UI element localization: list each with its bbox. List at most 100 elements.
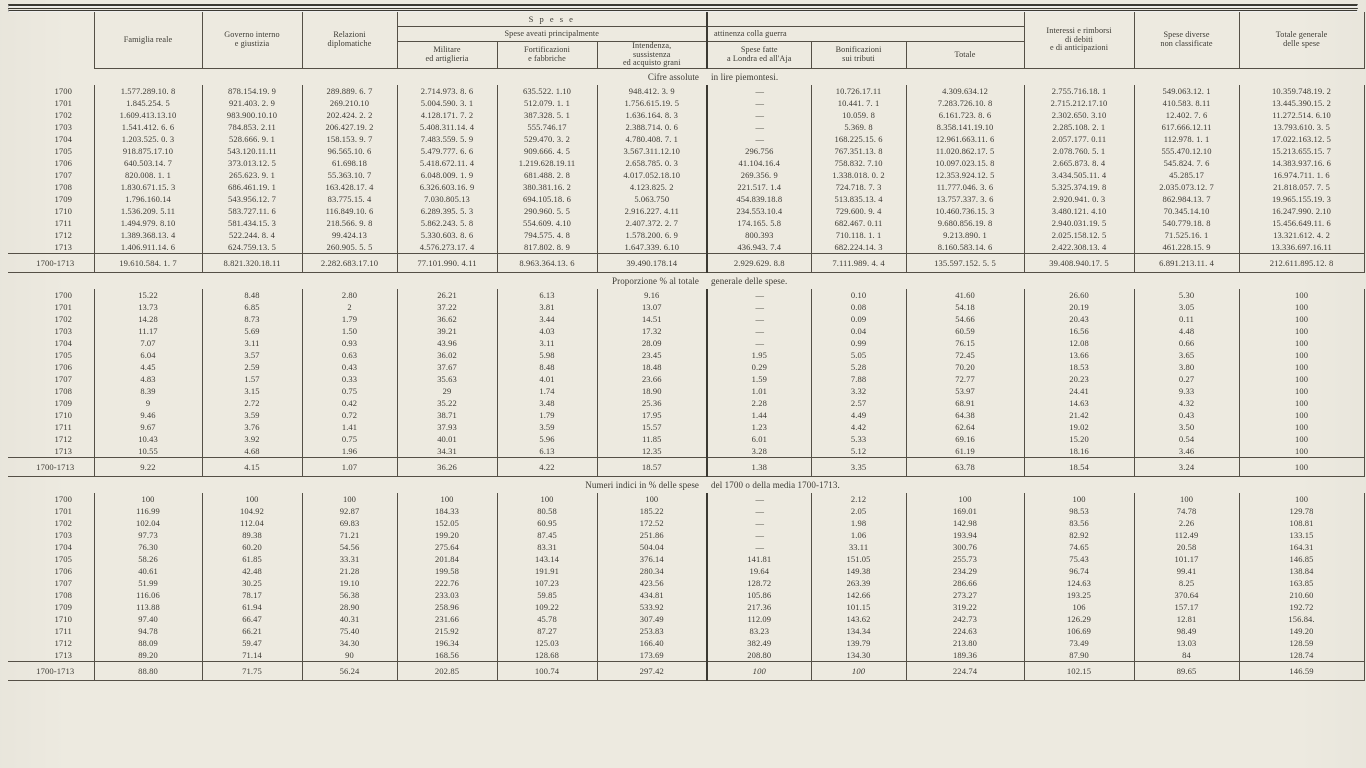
cell: 6.891.213.11. 4 [1134, 253, 1239, 272]
cell: 106.69 [1024, 625, 1134, 637]
cell: — [707, 109, 811, 121]
col-famiglia: Famiglia reale [94, 12, 202, 68]
cell: 1.38 [707, 457, 811, 476]
cell: 35.63 [397, 373, 497, 385]
cell: 63.78 [906, 457, 1024, 476]
cell: 4.68 [202, 445, 302, 458]
cell: 5.063.750 [597, 193, 707, 205]
cell: 76.15 [906, 337, 1024, 349]
cell: 68.91 [906, 397, 1024, 409]
table-row: 17041.203.525. 0. 3528.666. 9. 1158.153.… [8, 133, 1364, 145]
cell: 89.65 [1134, 661, 1239, 680]
cell: 2.282.683.17.10 [302, 253, 397, 272]
cell: 1713 [8, 241, 94, 254]
cell: 12.402. 7. 6 [1134, 109, 1239, 121]
cell: 61.94 [202, 601, 302, 613]
cell: 125.03 [497, 637, 597, 649]
cell: 124.63 [1024, 577, 1134, 589]
cell: — [707, 517, 811, 529]
cell: 173.69 [597, 649, 707, 662]
cell: 128.74 [1239, 649, 1364, 662]
cell: 12.35 [597, 445, 707, 458]
cell: 767.351.13. 8 [811, 145, 906, 157]
cell: 96.74 [1024, 565, 1134, 577]
table-row: 171194.7866.2175.40215.9287.27253.8383.2… [8, 625, 1364, 637]
cell: 15.213.655.15. 7 [1239, 145, 1364, 157]
cell: 4.48 [1134, 325, 1239, 337]
section-title-left: Numeri indici in % delle spese [94, 476, 707, 493]
cell: 102.04 [94, 517, 202, 529]
cell: 6.04 [94, 349, 202, 361]
cell: 1706 [8, 157, 94, 169]
table-row: 170113.736.85237.223.8113.07—0.0854.1820… [8, 301, 1364, 313]
cell: 21.28 [302, 565, 397, 577]
cell: 8.48 [497, 361, 597, 373]
section-title-left: Proporzione % al totale [94, 272, 707, 289]
cell: 99.424.13 [302, 229, 397, 241]
cell: 410.583. 8.11 [1134, 97, 1239, 109]
cell: 143.62 [811, 613, 906, 625]
table-row: 1706640.503.14. 7373.013.12. 561.698.185… [8, 157, 1364, 169]
cell: 5.369. 8 [811, 121, 906, 133]
cell: 97.73 [94, 529, 202, 541]
cell: 149.20 [1239, 625, 1364, 637]
cell: 16.974.711. 1. 6 [1239, 169, 1364, 181]
cell: 26.21 [397, 289, 497, 301]
cell: 7.483.559. 5. 9 [397, 133, 497, 145]
table-row: 17011.845.254. 5921.403. 2. 9269.210.105… [8, 97, 1364, 109]
table-row: 171389.2071.1490168.56128.68173.69208.80… [8, 649, 1364, 662]
cell: 1.57 [202, 373, 302, 385]
cell: 163.85 [1239, 577, 1364, 589]
cell: 617.666.12.11 [1134, 121, 1239, 133]
cell: 729.600. 9. 4 [811, 205, 906, 217]
cell: 11.272.514. 6.10 [1239, 109, 1364, 121]
cell: 134.30 [811, 649, 906, 662]
cell: 382.49 [707, 637, 811, 649]
cell: 37.93 [397, 421, 497, 433]
cell: 53.97 [906, 385, 1024, 397]
cell: 1710 [8, 205, 94, 217]
cell: 100 [497, 493, 597, 505]
cell: 286.66 [906, 577, 1024, 589]
cell: 33.11 [811, 541, 906, 553]
cell: 76.30 [94, 541, 202, 553]
cell: 116.849.10. 6 [302, 205, 397, 217]
cell: 13.321.612. 4. 2 [1239, 229, 1364, 241]
cell: 522.244. 8. 4 [202, 229, 302, 241]
table-row: 17109.463.590.7238.711.7917.951.444.4964… [8, 409, 1364, 421]
cell: 1.756.615.19. 5 [597, 97, 707, 109]
table-row: 17031.541.412. 6. 6784.853. 2.11206.427.… [8, 121, 1364, 133]
cell: 289.889. 6. 7 [302, 85, 397, 97]
cell: — [707, 85, 811, 97]
table-row: 17056.043.570.6336.025.9823.451.955.0572… [8, 349, 1364, 361]
cell: 112.49 [1134, 529, 1239, 541]
cell: 3.46 [1134, 445, 1239, 458]
section-title-right: generale delle spese. [707, 272, 1364, 289]
cell: 3.24 [1134, 457, 1239, 476]
cell: 23.66 [597, 373, 707, 385]
cell: 2.388.714. 0. 6 [597, 121, 707, 133]
cell: 142.66 [811, 589, 906, 601]
cell: 1709 [8, 397, 94, 409]
cell: 1708 [8, 385, 94, 397]
cell: 234.29 [906, 565, 1024, 577]
cell: 11.85 [597, 433, 707, 445]
cell: 100 [302, 493, 397, 505]
cell: 193.94 [906, 529, 1024, 541]
cell: 3.28 [707, 445, 811, 458]
cell: 1712 [8, 637, 94, 649]
cell: 37.67 [397, 361, 497, 373]
cell: 43.96 [397, 337, 497, 349]
cell: 100 [1239, 409, 1364, 421]
table-row: 171097.4066.4740.31231.6645.78307.49112.… [8, 613, 1364, 625]
cell: 4.01 [497, 373, 597, 385]
cell: 5.96 [497, 433, 597, 445]
cell: 269.210.10 [302, 97, 397, 109]
cell: 129.78 [1239, 505, 1364, 517]
cell: 60.95 [497, 517, 597, 529]
cell: 635.522. 1.10 [497, 85, 597, 97]
cell: 116.06 [94, 589, 202, 601]
cell: 533.92 [597, 601, 707, 613]
cell: 40.31 [302, 613, 397, 625]
table-row: 17001.577.289.10. 8878.154.19. 9289.889.… [8, 85, 1364, 97]
